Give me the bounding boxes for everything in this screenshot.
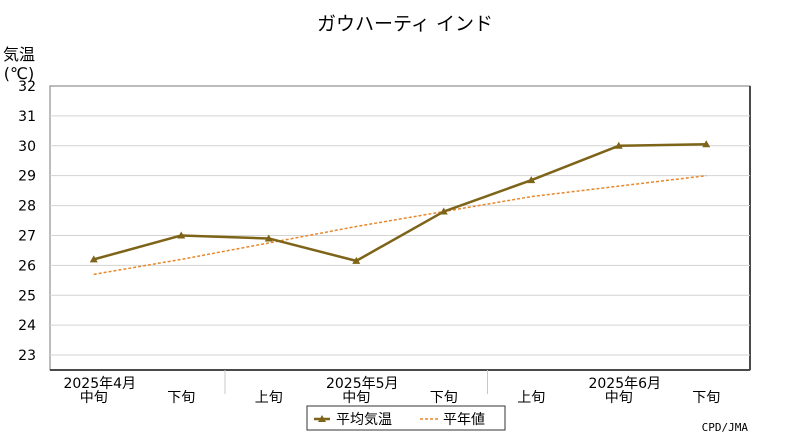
x-tick-label: 下旬 (692, 390, 720, 406)
y-axis-ticks: 23 24 25 26 27 28 29 30 31 32 (18, 79, 36, 364)
x-axis: 中旬 下旬 上旬 中旬 下旬 上旬 中旬 下旬 2025年4月 2025年5月 2025年6月 (63, 370, 720, 406)
y-tick-label: 23 (18, 348, 36, 364)
y-axis-unit: (℃) (4, 64, 34, 83)
source-credit: CPD/JMA (702, 421, 749, 434)
series-line-average (93, 143, 707, 263)
y-tick-label: 24 (18, 318, 36, 334)
y-tick-label: 32 (18, 79, 36, 95)
x-tick-label: 上旬 (517, 390, 545, 406)
x-tick-label: 中旬 (80, 390, 108, 406)
x-tick-label: 下旬 (167, 390, 195, 406)
y-tick-label: 26 (18, 258, 36, 274)
x-month-label: 2025年4月 (63, 376, 136, 392)
chart-title: ガウハーティ インド (317, 13, 493, 35)
data-point-average (89, 255, 98, 263)
y-tick-label: 30 (18, 139, 36, 155)
legend-label-normal: 平年値 (443, 412, 485, 428)
series-layer (89, 140, 711, 276)
legend-label-average: 平均気温 (336, 412, 392, 428)
x-tick-label: 下旬 (430, 390, 458, 406)
data-point-average (352, 256, 361, 264)
data-point-average (264, 234, 273, 242)
y-tick-label: 27 (18, 228, 36, 244)
y-axis-label: 気温 (3, 45, 35, 64)
x-tick-label: 中旬 (605, 390, 633, 406)
x-month-label: 2025年6月 (588, 376, 661, 392)
x-month-label: 2025年5月 (326, 376, 399, 392)
data-point-average (439, 207, 448, 215)
legend: 平均気温 平年値 (306, 405, 506, 431)
plot-area (49, 85, 751, 371)
y-tick-label: 28 (18, 199, 36, 215)
grid-lines (50, 115, 750, 356)
data-point-average (702, 140, 711, 148)
x-tick-label: 中旬 (342, 390, 370, 406)
y-tick-label: 31 (18, 109, 36, 125)
data-point-average (527, 176, 536, 184)
data-point-average (177, 231, 186, 239)
legend-marker-average (318, 415, 326, 422)
x-tick-label: 上旬 (255, 390, 283, 406)
y-tick-label: 29 (18, 169, 36, 185)
series-line-normal (93, 174, 707, 276)
data-point-average (614, 141, 623, 149)
y-tick-label: 25 (18, 288, 36, 304)
